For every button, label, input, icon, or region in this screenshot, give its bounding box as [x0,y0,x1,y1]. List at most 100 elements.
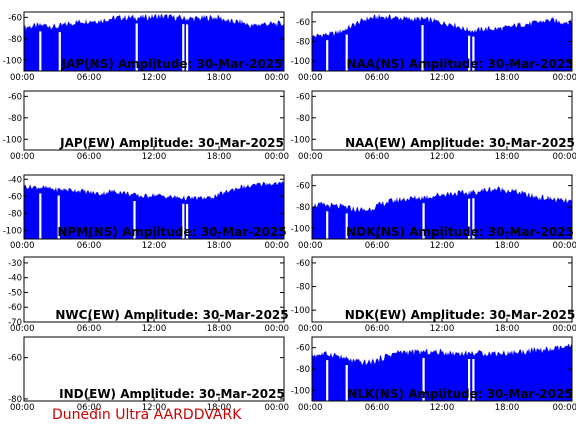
x-tick-label: 12:00 [142,403,167,413]
y-tick-label: -100 [291,135,310,145]
x-tick-label: 06:00 [77,324,102,334]
series-fill [312,186,572,239]
y-tick-label: -40 [8,175,22,185]
series-fill [312,343,572,401]
x-tick-label: 12:00 [430,152,455,162]
x-tick-label: 00:00 [10,324,35,334]
y-tick-label: -80 [8,114,22,124]
x-tick-label: 06:00 [365,403,390,413]
y-tick-label: -60 [8,354,22,364]
series-fill [24,181,284,239]
x-tick-label: 06:00 [77,403,102,413]
panel-2: -60 -80 -100 00:00 06:00 12:00 18:00 00:00 JAP(E… [3,90,290,162]
x-tick-label: 12:00 [142,241,167,251]
y-tick-label: -60 [296,259,310,269]
data-gap [472,359,475,401]
panel-4: -40 -60 -80 -100 00:00 06:00 12:00 18:00 00:00 NP… [3,174,290,251]
data-gap [422,203,425,239]
x-tick-label: 00:00 [553,152,576,162]
data-gap [326,360,329,401]
data-gap [39,193,42,239]
x-tick-label: 12:00 [142,73,167,83]
y-tick-label: -100 [3,56,22,66]
panel-0: -60 -80 -100 00:00 06:00 12:00 18:00 00:00 JAP(N… [3,11,289,83]
footer-label: Dunedin Ultra AARDDVARK [52,407,242,423]
panel-title: JAP(EW) Amplitude: 30-Mar-2025 [59,136,284,150]
x-tick-label: 06:00 [77,241,102,251]
x-tick-label: 12:00 [430,403,455,413]
data-gap [472,198,475,239]
x-tick-label: 00:00 [553,73,576,83]
y-tick-label: -80 [296,365,310,375]
data-gap [472,36,475,71]
y-tick-label: -100 [291,386,310,396]
x-tick-label: 12:00 [430,324,455,334]
panel-9: -60 -80 -100 00:00 06:00 12:00 18:00 00:00 NLK(N… [291,336,576,413]
x-tick-label: 18:00 [207,403,232,413]
data-gap [135,23,138,71]
x-tick-label: 06:00 [77,73,102,83]
panel-3: -60 -80 -100 00:00 06:00 12:00 18:00 00:00 NAA(E… [291,90,576,162]
data-gap [58,32,61,71]
data-gap [326,40,329,71]
x-tick-label: 18:00 [207,152,232,162]
x-tick-label: 06:00 [77,152,102,162]
data-gap [186,24,189,71]
y-tick-label: -100 [291,306,310,316]
x-tick-label: 00:00 [265,324,290,334]
series-fill [24,13,284,71]
series-fill [312,14,572,71]
panel-title: NAA(EW) Amplitude: 30-Mar-2025 [345,136,575,150]
y-tick-label: -60 [8,13,22,23]
y-tick-label: -40 [8,274,22,284]
data-gap [468,359,471,401]
y-tick-label: -60 [296,344,310,354]
x-tick-label: 18:00 [495,73,520,83]
panel-title: NLK(NS) Amplitude: 30-Mar-2025 [347,387,572,401]
y-tick-label: -100 [291,224,310,234]
panel-title: NDK(EW) Amplitude: 30-Mar-2025 [345,308,576,322]
data-gap [57,195,60,239]
y-tick-label: -80 [296,203,310,213]
panel-7: -60 -80 -100 00:00 06:00 12:00 18:00 00:00 NDK(E… [291,256,576,334]
y-tick-label: -100 [3,135,22,145]
data-gap [182,203,185,239]
panel-title: JAP(NS) Amplitude: 30-Mar-2025 [61,57,283,71]
panel-title: NPM(NS) Amplitude: 30-Mar-2025 [57,225,286,239]
x-tick-label: 12:00 [430,73,455,83]
panel-title: NAA(NS) Amplitude: 30-Mar-2025 [346,57,573,71]
x-tick-label: 18:00 [207,73,232,83]
x-tick-label: 00:00 [298,324,323,334]
y-tick-label: -80 [296,38,310,48]
x-tick-label: 00:00 [265,241,290,251]
x-tick-label: 18:00 [495,152,520,162]
x-tick-label: 06:00 [365,241,390,251]
x-tick-label: 18:00 [495,324,520,334]
x-tick-label: 12:00 [142,324,167,334]
data-gap [133,201,136,239]
y-tick-label: -100 [291,57,310,67]
y-tick-label: -60 [296,18,310,28]
x-tick-label: 00:00 [553,324,576,334]
y-tick-label: -80 [296,283,310,293]
y-tick-label: -50 [8,288,22,298]
y-tick-label: -60 [8,92,22,102]
x-tick-label: 06:00 [365,324,390,334]
data-gap [345,213,348,239]
x-tick-label: 00:00 [298,73,323,83]
y-tick-label: -100 [3,226,22,236]
y-tick-label: -60 [8,303,22,313]
panel-title: IND(EW) Amplitude: 30-Mar-2025 [59,387,285,401]
x-tick-label: 18:00 [207,241,232,251]
data-gap [421,25,424,72]
data-gap [468,35,471,71]
y-tick-label: -30 [8,259,22,269]
data-gap [186,204,189,239]
y-tick-label: -80 [8,35,22,45]
x-tick-label: 00:00 [265,152,290,162]
x-tick-label: 18:00 [495,241,520,251]
y-tick-label: -80 [296,114,310,124]
x-tick-label: 00:00 [10,403,35,413]
